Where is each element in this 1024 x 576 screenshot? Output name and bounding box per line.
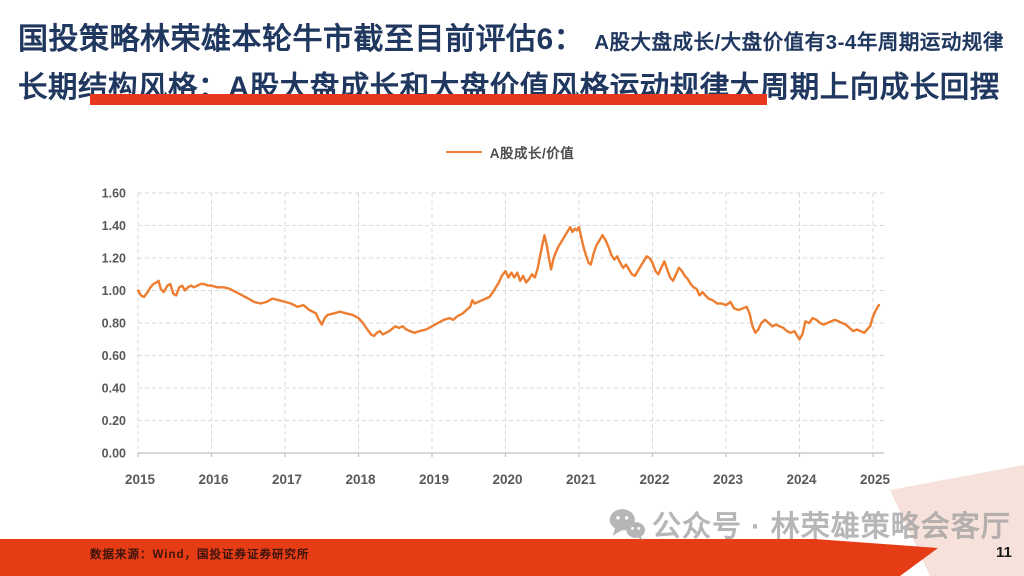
svg-text:2019: 2019 — [419, 472, 449, 487]
svg-text:2016: 2016 — [198, 472, 229, 487]
svg-text:0.00: 0.00 — [102, 447, 126, 461]
watermark: 公众号 · 林荣雄策略会客厅 — [608, 503, 1011, 545]
svg-text:0.20: 0.20 — [102, 414, 126, 428]
wechat-icon — [609, 508, 646, 541]
footer-red-band — [0, 539, 938, 576]
data-source-note: 数据来源：Wind，国投证券证券研究所 — [90, 549, 310, 561]
title-block: 国投策略林荣雄本轮牛市截至目前评估6： A股大盘成长/大盘价值有3-4年周期运动… — [18, 14, 1014, 106]
svg-text:2021: 2021 — [566, 472, 597, 487]
title-main-text: 国投策略林荣雄本轮牛市截至目前评估6： — [18, 23, 585, 56]
title-line-1: 国投策略林荣雄本轮牛市截至目前评估6： A股大盘成长/大盘价值有3-4年周期运动… — [18, 14, 1014, 58]
legend-line-swatch — [445, 151, 482, 153]
svg-text:1.40: 1.40 — [102, 219, 126, 233]
title-underline-bar — [90, 94, 767, 105]
watermark-text: 公众号 · 林荣雄策略会客厅 — [652, 511, 1011, 543]
svg-text:2024: 2024 — [786, 472, 817, 487]
legend-label: A股成长/价值 — [489, 146, 575, 161]
svg-text:2017: 2017 — [272, 472, 302, 487]
chart-legend: A股成长/价值 — [350, 140, 670, 164]
svg-text:2020: 2020 — [492, 472, 522, 487]
svg-text:2025: 2025 — [860, 472, 891, 487]
svg-text:1.60: 1.60 — [102, 187, 126, 201]
svg-text:2022: 2022 — [639, 472, 669, 487]
svg-text:0.40: 0.40 — [102, 382, 126, 396]
svg-text:2023: 2023 — [713, 472, 744, 487]
svg-text:1.20: 1.20 — [102, 252, 126, 266]
svg-text:1.00: 1.00 — [102, 284, 126, 298]
svg-text:0.60: 0.60 — [102, 349, 126, 363]
title-sub-text: A股大盘成长/大盘价值有3-4年周期运动规律 — [594, 31, 1004, 54]
svg-text:0.80: 0.80 — [102, 317, 126, 331]
page-number: 11 — [996, 544, 1012, 561]
svg-text:2015: 2015 — [125, 472, 156, 487]
svg-text:2018: 2018 — [345, 472, 376, 487]
